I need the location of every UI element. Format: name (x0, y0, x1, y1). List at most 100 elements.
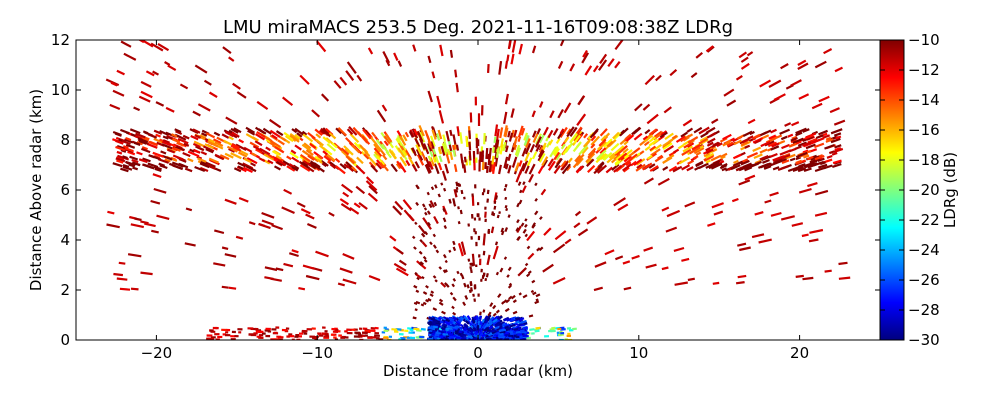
data-point (420, 151, 427, 161)
data-point (524, 165, 530, 174)
data-point (442, 269, 447, 274)
data-point (469, 333, 475, 338)
data-point (526, 157, 533, 167)
data-point (495, 147, 500, 158)
data-point (162, 139, 171, 144)
data-point (501, 301, 505, 305)
data-point (625, 134, 635, 142)
data-point (518, 322, 524, 327)
data-point (124, 147, 134, 153)
data-point (157, 158, 170, 164)
data-point (582, 49, 588, 58)
data-point (432, 275, 437, 279)
data-point (603, 151, 613, 161)
data-point (268, 154, 275, 159)
data-point (120, 40, 132, 48)
data-point (436, 95, 442, 109)
data-point (454, 69, 458, 78)
data-point (534, 182, 538, 187)
data-point (504, 333, 510, 336)
data-point (508, 132, 514, 142)
data-point (594, 261, 607, 268)
data-point (207, 140, 219, 148)
data-point (720, 155, 726, 160)
data-point (834, 146, 842, 152)
data-point (140, 271, 153, 276)
data-point (444, 259, 448, 264)
data-point (131, 158, 139, 164)
data-point (228, 56, 235, 62)
data-point (225, 116, 238, 125)
data-point (665, 226, 678, 233)
data-point (396, 248, 404, 255)
data-point (478, 327, 482, 333)
data-point (147, 142, 158, 149)
data-point (456, 320, 462, 325)
data-point (788, 147, 797, 153)
data-point (258, 128, 267, 135)
data-point (538, 149, 544, 158)
data-point (427, 55, 432, 64)
data-point (302, 264, 315, 270)
data-point (435, 133, 441, 141)
data-point (423, 207, 428, 211)
data-point (524, 142, 532, 155)
data-point (566, 128, 572, 135)
data-point (712, 281, 720, 285)
data-point (457, 242, 464, 257)
data-point (182, 134, 190, 140)
data-point (590, 135, 601, 146)
data-point (631, 126, 641, 136)
data-point (509, 323, 516, 328)
data-point (437, 316, 442, 321)
y-tick-label: 10 (51, 81, 70, 99)
data-point (666, 209, 681, 218)
data-point (467, 315, 472, 321)
data-point (194, 64, 208, 74)
data-point (471, 195, 475, 206)
data-point (228, 136, 234, 141)
data-point (563, 102, 572, 114)
data-point (495, 139, 499, 146)
data-point (662, 156, 673, 164)
data-point (512, 299, 517, 304)
data-point (760, 163, 767, 169)
data-point (271, 150, 280, 156)
data-point (337, 282, 345, 287)
data-point (414, 308, 418, 312)
data-point (277, 159, 287, 167)
data-point (393, 262, 407, 272)
data-point (284, 135, 294, 143)
data-point (740, 159, 750, 166)
data-point (574, 154, 582, 163)
data-point (831, 163, 842, 168)
data-point (469, 326, 475, 333)
data-point (706, 137, 716, 144)
data-point (720, 152, 728, 158)
data-point (205, 132, 216, 139)
data-point (192, 142, 201, 149)
data-point (504, 93, 509, 105)
data-point (711, 202, 724, 209)
data-point (575, 165, 584, 174)
data-point (491, 211, 494, 216)
data-point (657, 154, 663, 160)
data-point (413, 129, 419, 136)
data-point (425, 163, 432, 174)
data-point (221, 246, 229, 250)
data-point (472, 323, 477, 329)
data-point (635, 158, 646, 166)
data-point (753, 138, 762, 145)
data-point (494, 241, 499, 246)
data-point (459, 323, 464, 328)
data-point (456, 270, 460, 275)
data-point (470, 269, 473, 274)
data-point (294, 133, 301, 140)
data-point (814, 60, 827, 69)
data-point (595, 146, 603, 154)
data-point (129, 155, 139, 161)
data-point (125, 143, 136, 149)
data-point (707, 222, 716, 227)
data-point (199, 134, 207, 139)
data-point (557, 60, 564, 69)
